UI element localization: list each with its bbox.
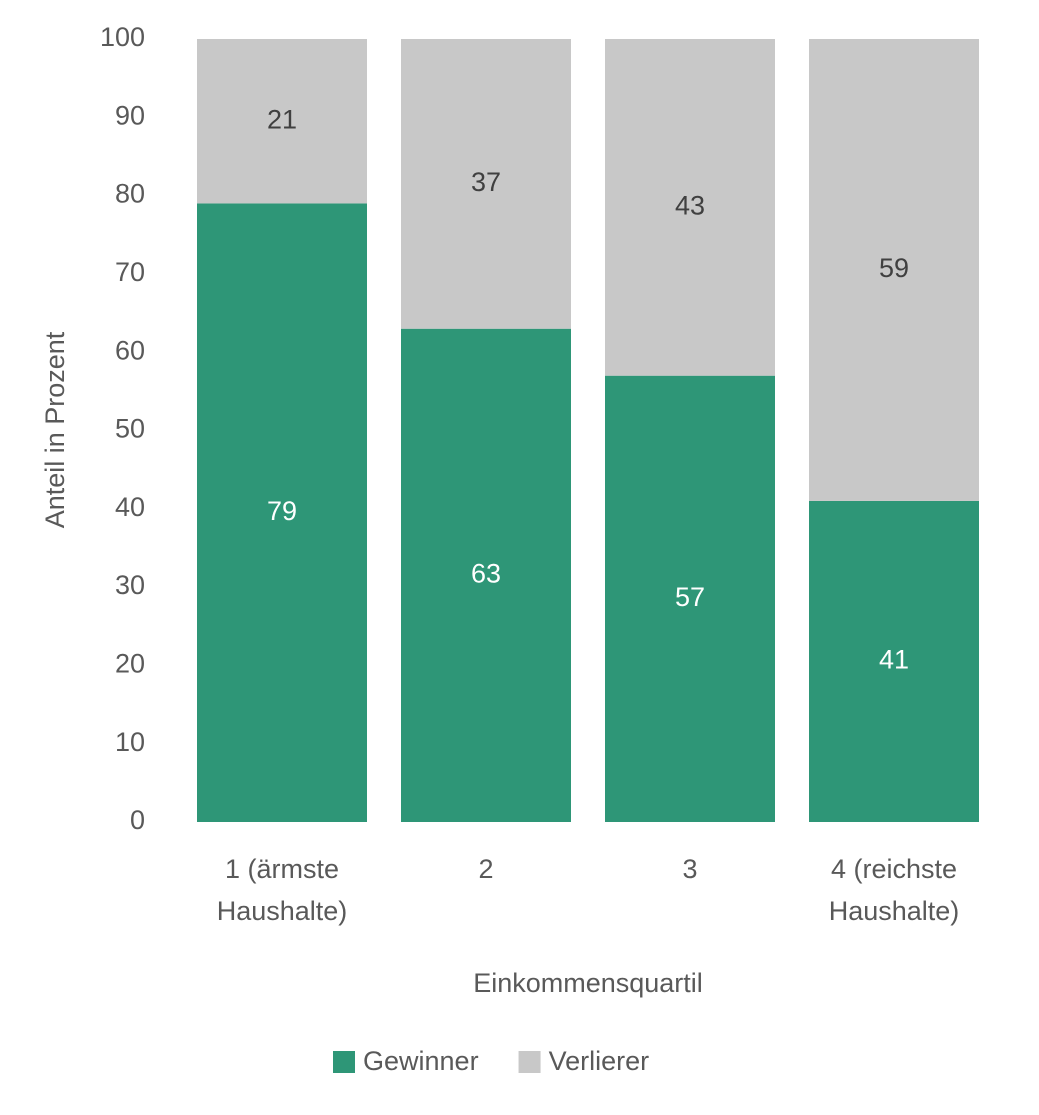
y-axis-title: Anteil in Prozent (40, 331, 70, 528)
y-tick-label: 40 (115, 492, 145, 522)
bar-segment (809, 39, 979, 501)
bar-segment (809, 500, 979, 822)
value-label: 21 (267, 104, 297, 134)
bar-segment (605, 375, 775, 822)
y-tick-label: 60 (115, 335, 145, 365)
x-axis-title: Einkommensquartil (473, 968, 703, 998)
y-tick-label: 20 (115, 649, 145, 679)
y-tick-label: 10 (115, 727, 145, 757)
y-tick-label: 70 (115, 257, 145, 287)
legend-swatch (518, 1051, 541, 1073)
y-tick-label: 100 (100, 22, 145, 52)
y-tick-label: 80 (115, 179, 145, 209)
x-tick-label: 2 (478, 854, 494, 884)
y-tick-label: 90 (115, 100, 145, 130)
x-tick-label: 3 (682, 854, 698, 884)
value-label: 79 (267, 496, 297, 526)
x-tick-label: 1 (ärmste Haushalte) (216, 854, 348, 926)
bar-segment (197, 39, 367, 204)
y-tick-label: 50 (115, 414, 145, 444)
y-tick-label: 0 (130, 805, 145, 835)
legend-label: Verlierer (549, 1046, 650, 1076)
bar-segment (197, 203, 367, 822)
bar-segment (605, 39, 775, 376)
x-tick-label: 4 (reichste Haushalte) (828, 854, 960, 926)
value-label: 37 (471, 167, 501, 197)
value-label: 57 (675, 582, 705, 612)
bar-segment (401, 328, 571, 822)
y-tick-label: 30 (115, 570, 145, 600)
value-label: 41 (879, 645, 909, 675)
legend-swatch (333, 1051, 355, 1073)
value-label: 63 (471, 558, 501, 588)
value-label: 43 (675, 190, 705, 220)
bar-segment (401, 39, 571, 329)
value-label: 59 (879, 253, 909, 283)
legend-label: Gewinner (363, 1046, 479, 1076)
